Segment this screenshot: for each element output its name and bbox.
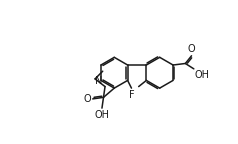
Text: N: N [94,76,102,86]
Text: OH: OH [94,110,109,120]
Text: O: O [188,44,195,54]
Text: O: O [84,94,91,104]
Text: OH: OH [195,70,210,80]
Text: F: F [129,90,134,100]
